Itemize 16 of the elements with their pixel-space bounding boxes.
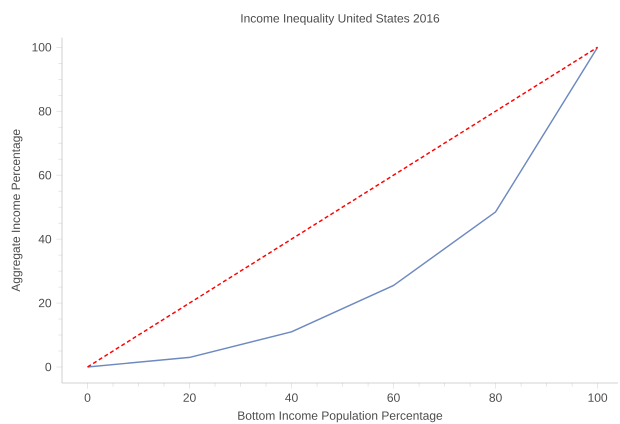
y-axis-title: Aggregate Income Percentage (12, 129, 22, 292)
y-tick-label: 20 (38, 298, 52, 308)
y-tick-label: 60 (38, 170, 52, 180)
chart-title: Income Inequality United States 2016 (241, 14, 440, 25)
y-tick-label: 100 (32, 42, 52, 52)
x-axis-title: Bottom Income Population Percentage (238, 411, 442, 422)
x-tick-label: 100 (588, 393, 608, 402)
x-tick-label: 0 (84, 393, 90, 402)
y-tick-label: 80 (38, 106, 52, 116)
x-tick-label: 40 (285, 393, 298, 402)
x-tick-label: 20 (183, 393, 196, 402)
line-series (86, 46, 598, 368)
x-tick-label: 80 (489, 393, 502, 402)
y-tick-label: 0 (45, 362, 52, 372)
x-tick-label: 60 (388, 393, 400, 402)
y-tick-label: 40 (38, 234, 52, 244)
